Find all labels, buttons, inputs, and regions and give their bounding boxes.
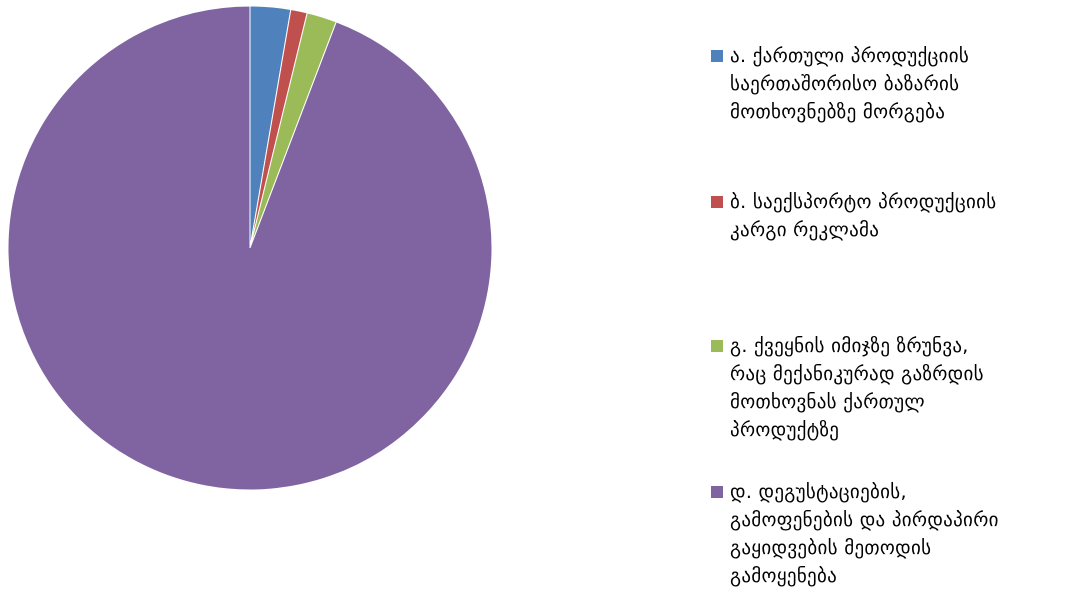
legend-label-line: გ. ქვეყნის იმიჯზე ზრუნვა, <box>730 335 969 357</box>
legend-swatch-2 <box>711 196 723 208</box>
legend-label-line: გამოფენების და პირდაპირი <box>730 509 999 531</box>
legend-swatch-1 <box>711 50 723 62</box>
legend-label-line: მოთხოვნებზე მორგება <box>730 101 946 123</box>
legend-label-4: დ. დეგუსტაციების, გამოფენების და პირდაპირ… <box>730 478 1076 590</box>
pie-chart <box>7 5 493 491</box>
legend-label-line: გამოყენება <box>730 565 838 587</box>
legend-swatch-4 <box>711 486 723 498</box>
legend-label-line: რაც მექანიკურად გაზრდის <box>730 363 984 385</box>
legend-label-2: ბ. საექსპორტო პროდუქციის კარგი რეკლამა <box>730 188 1076 244</box>
legend-label-line: ა. ქართული პროდუქციის <box>730 45 970 67</box>
legend-label-line: დ. დეგუსტაციების, <box>730 481 907 503</box>
legend-label-3: გ. ქვეყნის იმიჯზე ზრუნვა, რაც მექანიკურად… <box>730 332 1076 444</box>
legend: ა. ქართული პროდუქციის საერთაშორისო ბაზარი… <box>708 0 1078 605</box>
legend-label-line: გაყიდვების მეთოდის <box>730 537 932 559</box>
legend-label-line: მოთხოვნას ქართულ <box>730 391 925 413</box>
legend-label-line: საერთაშორისო ბაზარის <box>730 73 960 95</box>
pie-chart-svg <box>7 5 493 491</box>
legend-swatch-3 <box>711 340 723 352</box>
legend-label-line: ბ. საექსპორტო პროდუქციის <box>730 191 997 213</box>
pie-slice-4 <box>7 5 493 491</box>
legend-label-line: კარგი რეკლამა <box>730 219 880 241</box>
legend-label-line: პროდუქტზე <box>730 419 840 441</box>
legend-label-1: ა. ქართული პროდუქციის საერთაშორისო ბაზარი… <box>730 42 1076 126</box>
